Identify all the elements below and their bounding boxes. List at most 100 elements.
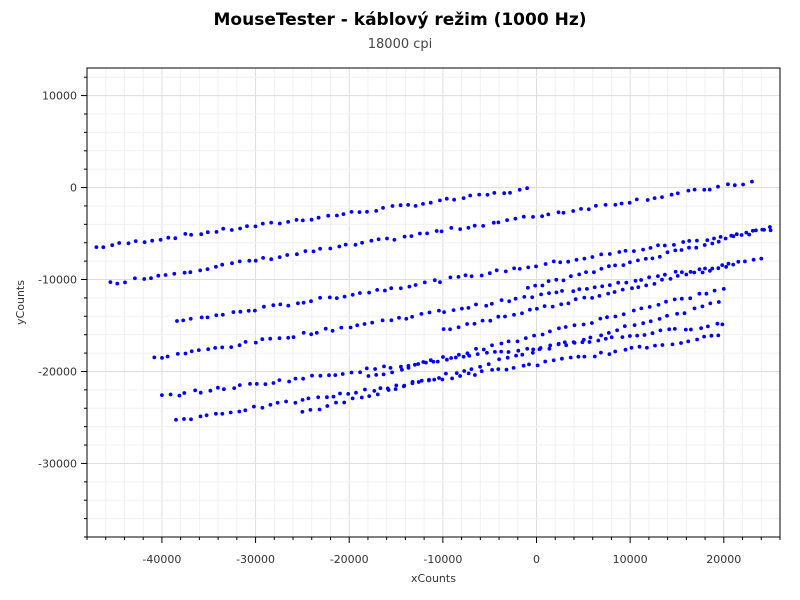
data-point [594, 203, 598, 208]
data-point [526, 285, 530, 290]
data-point [516, 348, 521, 353]
data-point [486, 362, 491, 367]
data-point [247, 258, 252, 263]
data-point [448, 275, 453, 280]
data-point [394, 383, 399, 388]
data-point [441, 327, 446, 331]
data-point [228, 410, 233, 415]
data-point [546, 212, 551, 217]
data-point [401, 384, 406, 389]
data-point [237, 409, 242, 414]
data-point [452, 197, 456, 202]
data-point [277, 378, 282, 382]
data-point [609, 335, 614, 340]
data-point [350, 396, 355, 401]
data-point [576, 354, 581, 359]
data-point [260, 337, 265, 342]
data-point [355, 323, 360, 328]
data-point [428, 200, 433, 205]
data-point [704, 291, 709, 296]
data-point [444, 371, 448, 376]
data-point [599, 266, 604, 271]
data-point [631, 308, 636, 313]
data-point [402, 234, 407, 239]
data-point [309, 217, 314, 222]
data-point [358, 370, 362, 375]
data-point [556, 341, 561, 346]
data-point [616, 280, 621, 285]
data-point [386, 388, 391, 392]
data-point [330, 328, 335, 333]
data-point [551, 259, 556, 264]
data-point [650, 256, 655, 261]
data-point [615, 328, 619, 333]
data-point [579, 207, 583, 211]
data-point [673, 248, 678, 253]
data-point [499, 298, 504, 302]
data-point [490, 343, 494, 348]
data-point [715, 321, 720, 326]
data-point [465, 351, 470, 356]
data-point [214, 411, 218, 416]
data-point [293, 400, 298, 405]
data-point [456, 275, 461, 279]
data-point [334, 296, 339, 300]
data-point [453, 355, 458, 360]
data-point [496, 314, 501, 319]
data-point [172, 271, 177, 276]
data-point [700, 270, 705, 275]
data-point [709, 333, 714, 338]
data-point [149, 276, 153, 281]
data-point [331, 394, 336, 399]
data-point [511, 366, 516, 370]
data-point [668, 277, 673, 281]
axis-ticks: -40000 -30000 -20000 -10000 0 10000 20000 10000… [38, 76, 781, 566]
data-point [431, 359, 436, 364]
data-point [260, 405, 265, 410]
data-point [586, 207, 591, 212]
data-point [439, 229, 444, 234]
data-point [469, 367, 474, 371]
data-point [246, 308, 251, 313]
data-point [389, 286, 394, 291]
data-point [160, 393, 164, 397]
data-point [418, 231, 422, 236]
data-point [592, 270, 596, 275]
data-point [449, 226, 454, 230]
data-point [295, 252, 299, 257]
data-point [564, 343, 569, 348]
data-point [620, 335, 625, 339]
data-point [181, 318, 186, 323]
data-point [485, 350, 489, 355]
data-point [657, 254, 662, 259]
data-point [199, 232, 204, 237]
data-point [481, 347, 486, 352]
data-point [253, 224, 258, 229]
data-point [115, 281, 120, 286]
data-point [632, 323, 637, 327]
data-point [607, 352, 612, 356]
grid-lines [86, 68, 781, 538]
data-point [269, 220, 274, 225]
data-point [260, 221, 265, 226]
data-point [432, 377, 437, 382]
x-axis-label: xCounts [411, 572, 456, 585]
data-point [389, 318, 394, 323]
data-point [762, 227, 766, 232]
data-point [619, 201, 624, 206]
data-point [199, 315, 204, 320]
data-point [440, 377, 445, 382]
data-point [252, 404, 256, 409]
data-point [648, 246, 653, 250]
data-point [723, 236, 728, 241]
data-point [592, 354, 597, 359]
data-point [427, 377, 431, 382]
data-point [706, 324, 710, 329]
data-point [720, 263, 725, 267]
data-point [694, 245, 699, 250]
data-point [437, 308, 441, 313]
data-point [481, 224, 486, 228]
data-point [133, 276, 137, 281]
data-point [751, 257, 756, 262]
data-point [577, 287, 582, 292]
